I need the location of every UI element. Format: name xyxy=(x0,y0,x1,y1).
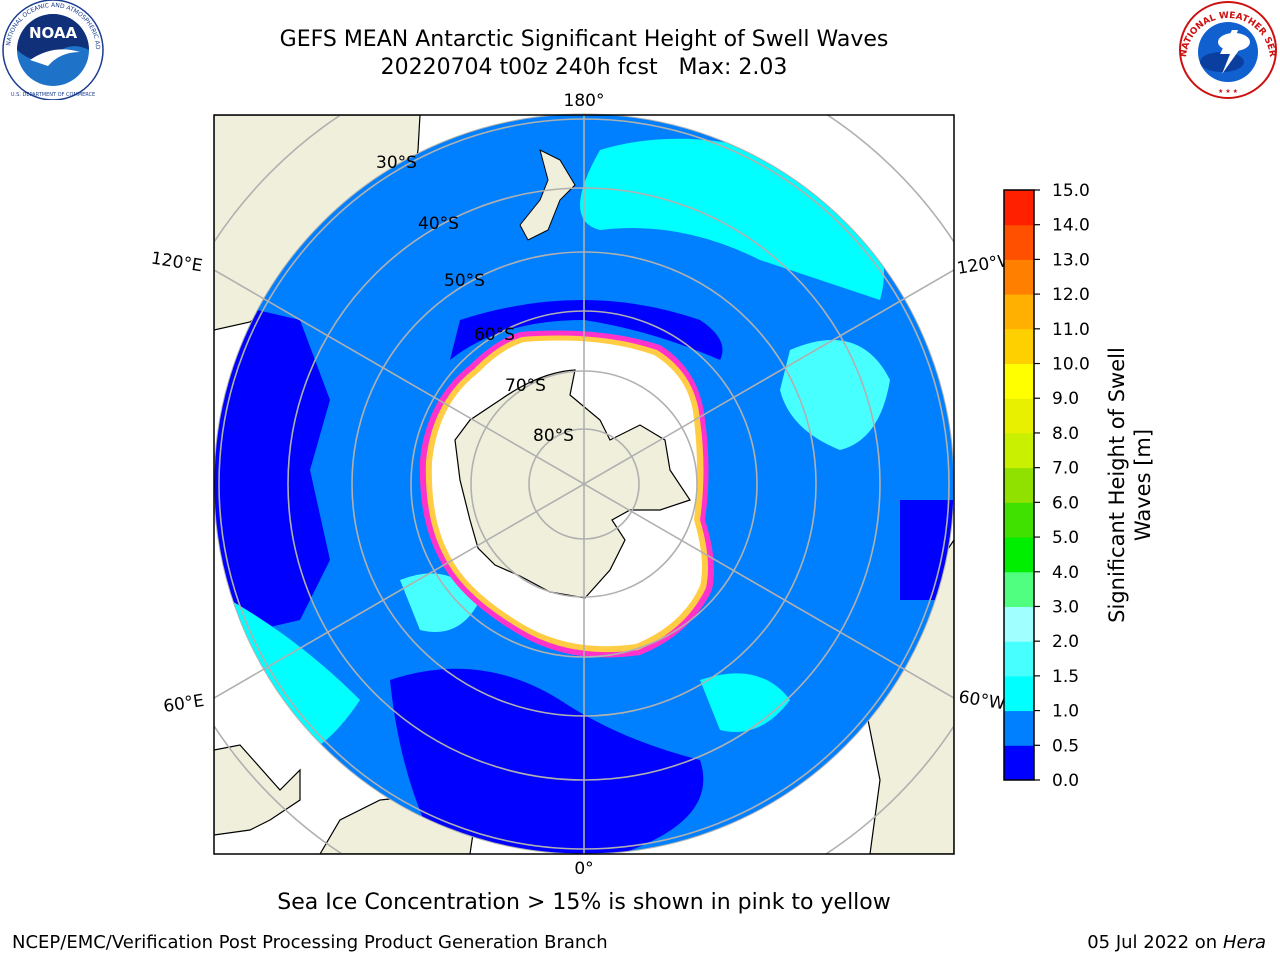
colorbar-segment xyxy=(1004,398,1034,434)
colorbar: 0.0 0.5 1.0 1.5 2.0 3.0 4.0 5.0 6.0 7.0 8.0 9.0 10.0… xyxy=(1003,181,1090,791)
colorbar-tick-label: 15.0 xyxy=(1052,181,1090,201)
colorbar-segment xyxy=(1004,606,1034,642)
lon-label-60e: 60°E xyxy=(162,691,206,717)
colorbar-tick-label: 7.0 xyxy=(1052,459,1079,479)
colorbar-segment xyxy=(1004,259,1034,295)
colorbar-label-line-2: Waves [m] xyxy=(1131,429,1155,541)
colorbar-frame xyxy=(1003,189,1035,781)
colorbar-tick-label: 13.0 xyxy=(1052,250,1090,270)
lat-label-50: 50°S xyxy=(444,271,485,291)
colorbar-tick-label: 4.0 xyxy=(1052,563,1079,583)
lat-label-80: 80°S xyxy=(533,426,574,446)
noaa-logo-text: NOAA xyxy=(29,24,78,42)
lon-label-120e: 120°E xyxy=(150,248,204,276)
nws-stars-icon: ★ ★ ★ xyxy=(1218,88,1238,95)
title-line-1: GEFS MEAN Antarctic Significant Height o… xyxy=(279,27,889,52)
title-line-2: 20220704 t00z 240h fcst Max: 2.03 xyxy=(380,55,788,80)
colorbar-tick-label: 1.0 xyxy=(1052,702,1079,722)
sea-ice-caption: Sea Ice Concentration > 15% is shown in … xyxy=(277,890,891,915)
footer-date: 05 Jul 2022 on Hera xyxy=(1087,932,1266,953)
colorbar-segment xyxy=(1004,224,1034,260)
colorbar-segment xyxy=(1004,641,1034,677)
low-swell-east xyxy=(900,500,954,600)
colorbar-tick-label: 10.0 xyxy=(1052,355,1090,375)
colorbar-tick-label: 0.0 xyxy=(1052,771,1079,791)
lon-label-0: 0° xyxy=(574,859,593,879)
meridian-60e-120w xyxy=(214,269,954,699)
colorbar-tick-label: 11.0 xyxy=(1052,320,1090,340)
africa-landmass xyxy=(214,744,301,836)
chart-title: GEFS MEAN Antarctic Significant Height o… xyxy=(214,26,954,82)
colorbar-tick-label: 14.0 xyxy=(1052,216,1090,236)
lat-label-70: 70°S xyxy=(505,376,546,396)
colorbar-segment xyxy=(1004,190,1034,226)
colorbar-segment xyxy=(1004,710,1034,746)
colorbar-tick-label: 5.0 xyxy=(1052,528,1079,548)
colorbar-tick-label: 8.0 xyxy=(1052,424,1079,444)
noaa-bottom-text: U.S. DEPARTMENT OF COMMERCE xyxy=(11,92,95,98)
colorbar-tick-label: 12.0 xyxy=(1052,285,1090,305)
colorbar-segment xyxy=(1004,537,1034,573)
colorbar-segment xyxy=(1004,328,1034,365)
colorbar-segment xyxy=(1004,571,1034,607)
footer-date-text: 05 Jul 2022 on xyxy=(1087,932,1223,953)
nws-logo: NATIONAL WEATHER SERVICE ★ ★ ★ xyxy=(1176,0,1277,99)
map-frame xyxy=(213,114,955,855)
colorbar-segment xyxy=(1004,745,1034,781)
colorbar-segment xyxy=(1004,432,1034,469)
latitude-labels: 30°S 40°S 50°S 60°S 70°S 80°S xyxy=(376,153,574,446)
noaa-logo: NATIONAL OCEANIC AND ATMOSPHERIC ADMINIS… xyxy=(0,0,104,100)
colorbar-tick-label: 1.5 xyxy=(1052,667,1079,687)
colorbar-segment xyxy=(1004,294,1034,330)
footer-machine: Hera xyxy=(1222,932,1266,953)
low-swell-south xyxy=(390,668,704,854)
colorbar-tick-label: 6.0 xyxy=(1052,493,1079,513)
antarctica-landmass xyxy=(454,369,691,599)
high-swell-south-east xyxy=(700,673,790,732)
graticule xyxy=(214,115,954,854)
colorbar-tick-label: 3.0 xyxy=(1052,597,1079,617)
colorbar-label-line-1: Significant Height of Swell xyxy=(1105,347,1129,623)
colorbar-segment xyxy=(1004,467,1034,503)
low-swell-west xyxy=(214,300,330,640)
lon-label-60w: 60°W xyxy=(957,687,1007,714)
colorbar-segment xyxy=(1004,363,1034,399)
colorbar-segment xyxy=(1004,502,1034,538)
low-swell-ring xyxy=(450,300,723,360)
lat-label-30: 30°S xyxy=(376,153,417,173)
colorbar-tick-label: 2.0 xyxy=(1052,632,1079,652)
lat-label-60: 60°S xyxy=(474,325,515,345)
lat-label-40: 40°S xyxy=(418,214,459,234)
lon-label-180: 180° xyxy=(564,91,605,111)
colorbar-tick-label: 0.5 xyxy=(1052,736,1079,756)
footer-credit: NCEP/EMC/Verification Post Processing Pr… xyxy=(12,932,608,953)
colorbar-segment xyxy=(1004,675,1034,712)
colorbar-tick-label: 9.0 xyxy=(1052,389,1079,409)
